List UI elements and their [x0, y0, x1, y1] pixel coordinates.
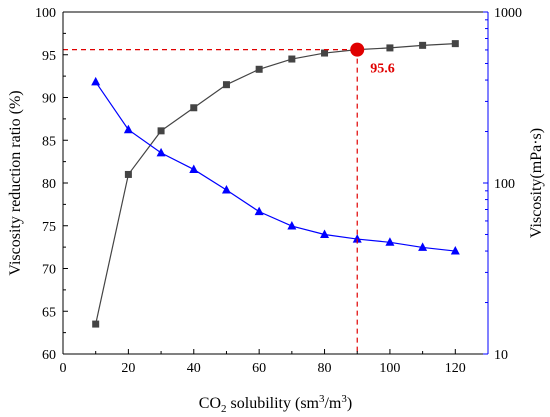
y-right-tick-label: 100 [494, 177, 515, 192]
x-tick-label: 20 [121, 361, 135, 376]
y-right-tick-label: 10 [494, 348, 508, 363]
y-left-tick-label: 95 [42, 49, 56, 64]
y-right-axis-label: Viscosity(mPa·s) [528, 128, 545, 238]
highlight-label: 95.6 [370, 62, 395, 77]
x-axis-label: CO2 solubility (sm3/m3) [199, 393, 352, 415]
data-point-triangle [320, 229, 330, 238]
x-tick-label: 60 [252, 361, 266, 376]
data-point-triangle [418, 242, 428, 251]
data-point-triangle [385, 237, 395, 246]
x-tick-label: 40 [187, 361, 201, 376]
data-point-square [321, 49, 329, 57]
data-point-square [255, 65, 263, 73]
data-point-square [124, 170, 132, 178]
series-viscosity [91, 76, 460, 255]
data-point-triangle [91, 76, 101, 86]
x-tick-label: 0 [60, 361, 67, 376]
y-right-tick-label: 1000 [494, 6, 522, 21]
data-point-square [451, 40, 459, 48]
highlight-point [350, 42, 365, 57]
data-point-triangle [221, 185, 231, 194]
y-left-tick-label: 85 [42, 134, 56, 149]
x-tick-label: 80 [318, 361, 332, 376]
data-point-square [190, 104, 198, 112]
data-point-square [222, 81, 230, 89]
y-left-tick-label: 70 [42, 263, 56, 278]
data-point-triangle [156, 147, 166, 157]
y-left-tick-label: 65 [42, 305, 56, 320]
data-point-triangle [450, 246, 460, 255]
x-tick-label: 120 [445, 361, 466, 376]
axes: 0 20 40 60 80 100 120 60 65 70 75 80 85 90 95 100 10 100 1… [7, 6, 545, 415]
data-point-triangle [287, 221, 297, 230]
data-point-square [157, 127, 165, 135]
y-left-tick-label: 75 [42, 220, 56, 235]
y-left-tick-label: 80 [42, 177, 56, 192]
data-point-square [386, 44, 394, 52]
series-viscosity-reduction-ratio [92, 40, 459, 328]
data-point-triangle [352, 234, 362, 243]
y-left-tick-label: 60 [42, 348, 56, 363]
y-left-tick-label: 100 [35, 6, 56, 21]
series-line-viscosity-reduction-ratio [95, 43, 456, 325]
x-tick-label: 100 [379, 361, 400, 376]
data-point-square [419, 41, 427, 49]
data-point-square [288, 55, 296, 63]
data-point-square [92, 320, 100, 328]
data-point-triangle [123, 124, 133, 134]
y-left-tick-label: 90 [42, 92, 56, 107]
data-point-triangle [189, 164, 199, 173]
highlight-annotation: 95.6 [63, 42, 395, 354]
series-line-viscosity [95, 81, 456, 252]
y-left-axis-label: Viscosity reduction ratio (%) [7, 90, 24, 275]
data-point-triangle [254, 206, 264, 216]
